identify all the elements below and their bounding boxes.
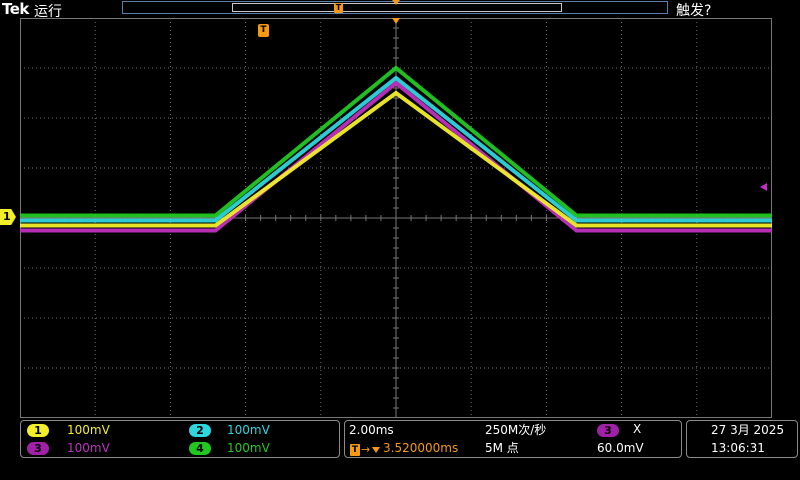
top-status-bar: Tek 运行 T 触发? [0,0,800,20]
waveform-trace-3 [20,80,772,233]
ch2-badge[interactable]: 2 [189,424,211,437]
trigger-delay-icon: T [350,444,360,456]
waveform-plot [20,18,772,418]
ch1-scale: 100mV [67,423,110,437]
trigger-time-marker-icon[interactable]: T [258,24,269,37]
sample-rate: 250M次/秒 [485,423,547,437]
arrow-right-icon: → [361,443,371,456]
trigger-level-marker[interactable] [760,183,767,191]
trigger-slope-icon: X [633,422,642,436]
datetime-panel[interactable]: 27 3月 2025 13:06:31 [686,420,798,458]
ch2-scale: 100mV [227,423,270,437]
record-position-marker [392,0,400,5]
waveform-trace-1 [20,65,772,218]
ch3-badge[interactable]: 3 [27,442,49,455]
record-length: 5M 点 [485,441,519,455]
brand-logo: Tek [2,0,29,18]
trigger-delay: 3.520000ms [383,441,459,455]
waveform-trace-4 [20,90,772,228]
trigger-level: 60.0mV [597,441,644,455]
ch3-scale: 100mV [67,441,110,455]
trigger-position-marker[interactable] [392,18,400,24]
time-display: 13:06:31 [711,441,765,455]
date-display: 27 3月 2025 [711,423,785,437]
channel-scale-panel[interactable]: 1 100mV 2 100mV 3 100mV 4 100mV [20,420,340,458]
ch4-badge[interactable]: 4 [189,442,211,455]
trigger-status: 触发? [676,3,712,19]
ch1-offset-marker[interactable]: 1 [0,209,16,225]
time-per-division: 2.00ms [349,423,394,437]
horizontal-trigger-panel[interactable]: 2.00ms 250M次/秒 T → 3.520000ms 5M 点 3 X 6… [344,420,682,458]
acquisition-run-status[interactable]: 运行 [34,4,62,20]
waveform-trace-2 [20,75,772,223]
ch1-badge[interactable]: 1 [27,424,49,437]
record-trigger-icon: T [334,3,343,13]
trigger-source-badge[interactable]: 3 [597,424,619,437]
trigger-down-arrow-icon [372,447,380,453]
ch4-scale: 100mV [227,441,270,455]
